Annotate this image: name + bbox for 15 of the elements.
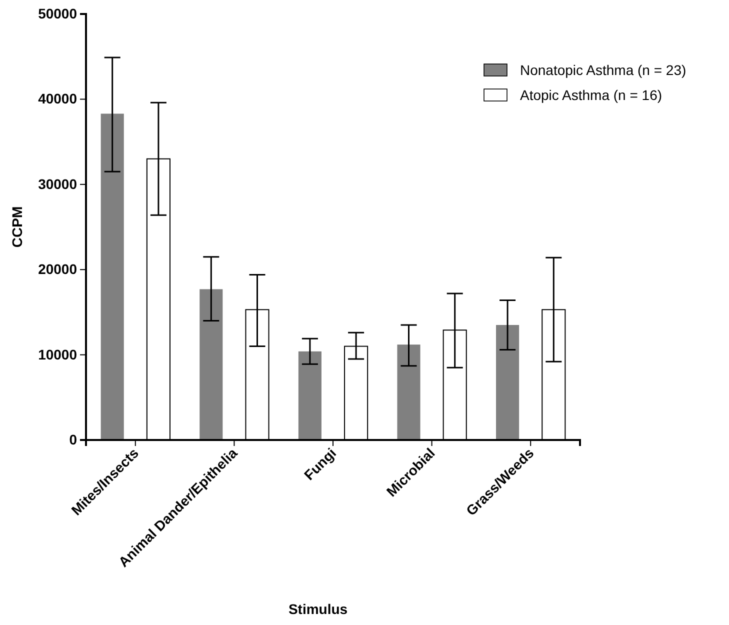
legend-label: Atopic Asthma (n = 16) [520, 87, 662, 103]
y-tick-label: 40000 [38, 90, 78, 107]
x-axis-title: Stimulus [288, 601, 348, 617]
bar [100, 114, 124, 440]
y-axis-title: CCPM [9, 206, 25, 248]
y-tick-label: 50000 [38, 5, 78, 22]
bar [298, 351, 322, 440]
y-tick-label: 0 [69, 431, 78, 448]
bar [496, 324, 520, 440]
y-tick-label: 20000 [38, 261, 78, 278]
bar [397, 344, 420, 440]
y-tick-label: 30000 [38, 176, 78, 192]
legend-label: Nonatopic Asthma (n = 23) [520, 62, 686, 78]
bar [200, 289, 223, 440]
y-tick-label: 10000 [38, 346, 78, 362]
